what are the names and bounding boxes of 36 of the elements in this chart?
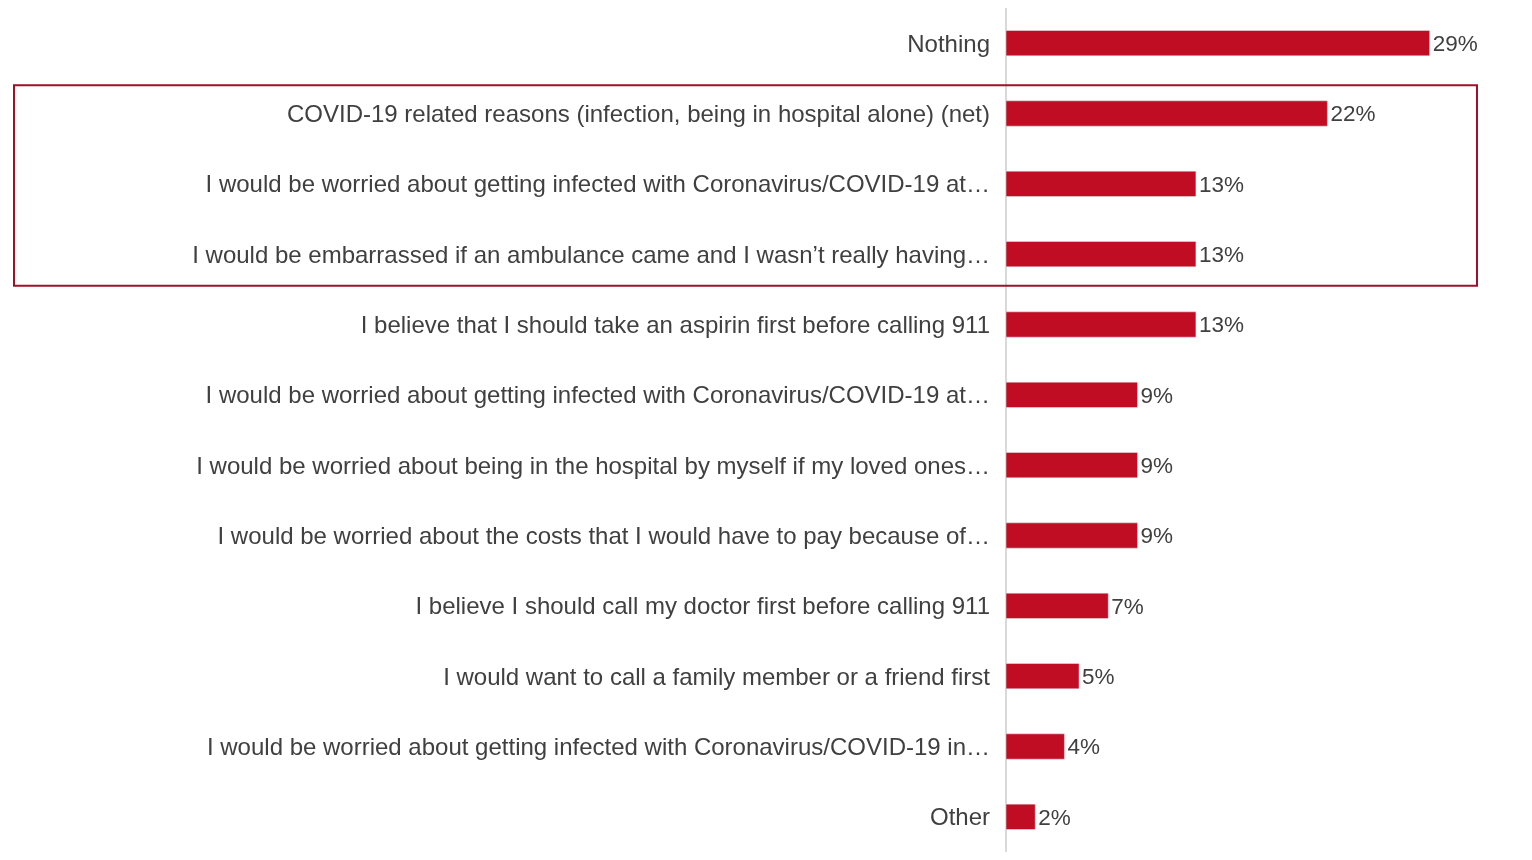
bar [1005, 30, 1430, 57]
bar [1005, 733, 1065, 760]
y-tick-label: Nothing [907, 29, 990, 57]
data-label: 5% [1082, 664, 1115, 690]
y-tick-label: I would want to call a family member or a friend first [443, 662, 991, 690]
bar [1005, 100, 1328, 127]
bar [1005, 592, 1109, 619]
data-label: 22% [1330, 101, 1376, 127]
data-label: 4% [1067, 734, 1100, 760]
data-label: 9% [1140, 453, 1174, 479]
data-label: 2% [1038, 804, 1071, 830]
y-tick-label: I believe that I should take an aspirin first before calling 911 [360, 310, 990, 338]
y-tick-label: I would be worried about getting infected with Coronavirus/COVID-19 in… [206, 732, 990, 760]
data-label: 9% [1140, 382, 1174, 408]
y-tick-label: I would be worried about the costs that I would have to pay because of… [217, 521, 990, 549]
data-label: 13% [1198, 242, 1244, 268]
bar [1005, 241, 1197, 268]
bar [1005, 381, 1138, 408]
bar [1005, 452, 1138, 479]
y-tick-label: I would be worried about getting infected with Coronavirus/COVID-19 at… [205, 170, 990, 198]
bar [1005, 663, 1080, 690]
data-label: 9% [1140, 523, 1174, 549]
y-tick-label: I would be embarrassed if an ambulance came and I wasn’t really having… [192, 240, 990, 268]
data-label: 13% [1198, 171, 1244, 197]
y-tick-label: I would be worried about getting infected with Coronavirus/COVID-19 at… [205, 381, 990, 409]
data-label: 13% [1198, 312, 1244, 338]
bar [1005, 170, 1197, 197]
y-tick-label: I would be worried about being in the hospital by myself if my loved ones… [196, 451, 990, 479]
bar [1005, 522, 1138, 549]
data-label: 29% [1432, 31, 1478, 57]
bar [1005, 803, 1036, 830]
y-tick-label: Other [929, 803, 990, 831]
y-tick-label: COVID-19 related reasons (infection, being in hospital alone) (net) [286, 99, 990, 127]
bar [1005, 311, 1197, 338]
data-label: 7% [1111, 593, 1144, 619]
y-tick-label: I believe I should call my doctor first before calling 911 [415, 592, 990, 620]
